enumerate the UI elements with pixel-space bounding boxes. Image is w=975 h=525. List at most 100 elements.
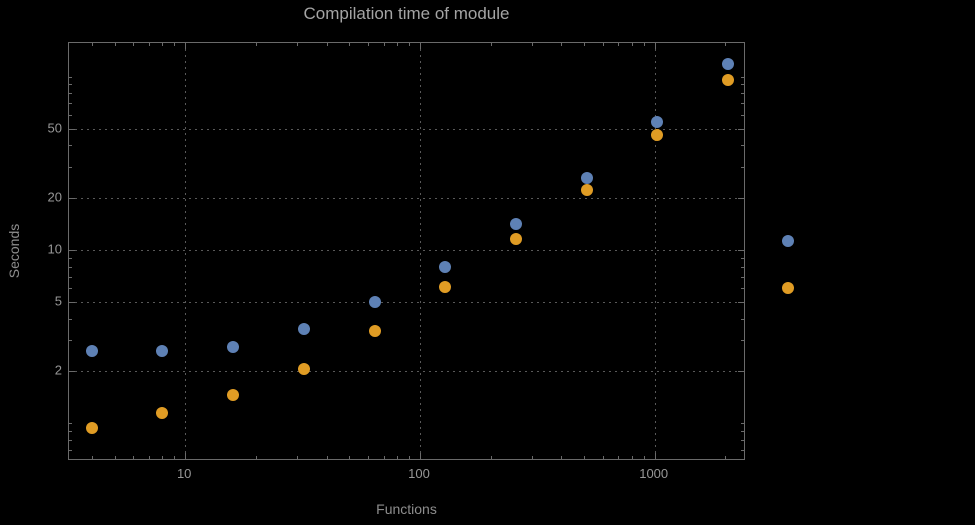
tick-right-minor-4 [741,318,744,320]
tick-bottom-minor-90 [409,456,411,459]
tick-left-minor-7 [69,276,72,278]
legend-marker-series-1 [782,235,794,247]
tick-left-minor-3 [69,340,72,342]
data-point-series-1 [156,345,169,358]
tick-right-minor-6 [741,288,744,290]
data-point-series-2 [297,363,310,375]
data-point-series-1 [368,295,381,308]
tick-right-20 [738,197,744,199]
tick-top-minor-20 [255,43,257,46]
tick-right-minor-0.7000000000000001 [741,449,744,451]
tick-top-minor-900 [644,43,645,46]
tick-top-100 [420,43,421,49]
tick-top-minor-80 [397,43,399,46]
data-point-series-1 [651,115,664,128]
data-point-series-2 [156,407,169,420]
tick-left-minor-1 [69,423,72,424]
tick-bottom-100 [420,453,421,459]
tick-right-minor-0.8 [741,439,744,441]
tick-bottom-minor-9 [174,456,176,459]
tick-right-50 [738,128,744,130]
data-point-series-2 [368,324,381,337]
tick-left-minor-0.8 [69,439,72,441]
tick-left-minor-9 [69,257,72,259]
tick-left-20 [69,197,75,199]
tick-top-minor-600 [602,43,604,46]
data-point-series-2 [721,74,734,87]
tick-right-minor-100 [741,76,744,78]
tick-right-minor-30 [741,167,744,169]
data-point-series-1 [227,340,240,353]
tick-top-minor-700 [618,43,620,46]
tick-top-minor-800 [632,43,633,46]
gridline-y-50 [69,128,744,130]
data-point-series-2 [580,184,593,197]
tick-bottom-minor-700 [618,456,620,459]
tick-top-minor-8 [162,43,164,46]
tick-right-10 [738,249,744,251]
tick-top-minor-300 [532,43,533,46]
tick-bottom-minor-400 [561,456,563,459]
tick-left-minor-80 [69,93,72,95]
tick-bottom-minor-2000 [725,456,727,459]
tick-right-minor-8 [741,266,744,268]
tick-top-minor-40 [326,43,328,46]
tick-right-minor-80 [741,93,744,95]
tick-left-minor-100 [69,76,72,78]
tick-bottom-minor-50 [349,456,351,459]
tick-left-minor-60 [69,114,72,116]
x-tick-label-10: 10 [176,466,192,481]
tick-top-minor-90 [409,43,411,46]
tick-top-minor-7 [148,43,150,46]
tick-right-minor-3 [741,340,744,342]
tick-bottom-minor-80 [397,456,399,459]
data-point-series-2 [509,233,522,246]
gridline-x-10 [185,43,187,459]
tick-right-5 [738,301,744,303]
tick-bottom-minor-200 [490,456,492,459]
tick-left-minor-90 [69,84,72,86]
tick-left-minor-0.7000000000000001 [69,449,72,451]
tick-left-10 [69,249,75,251]
tick-top-minor-6 [133,43,135,46]
tick-top-minor-30 [297,43,299,46]
data-point-series-2 [651,128,664,141]
tick-left-minor-0.9 [69,431,72,432]
tick-top-minor-2000 [725,43,727,46]
tick-right-minor-7 [741,276,744,278]
tick-bottom-minor-4 [91,456,93,459]
tick-bottom-10 [185,453,187,459]
gridline-y-5 [69,301,744,303]
tick-left-minor-4 [69,318,72,320]
tick-left-5 [69,301,75,303]
tick-left-50 [69,128,75,130]
tick-bottom-minor-900 [644,456,645,459]
tick-top-minor-60 [367,43,369,46]
tick-bottom-minor-7 [148,456,150,459]
tick-top-minor-5 [114,43,116,46]
tick-left-minor-30 [69,167,72,169]
tick-top-minor-50 [349,43,351,46]
data-point-series-2 [85,421,98,434]
gridline-y-2 [69,370,744,372]
tick-right-minor-70 [741,103,744,105]
tick-bottom-minor-300 [532,456,533,459]
data-point-series-1 [297,322,310,335]
tick-top-minor-4 [91,43,93,46]
tick-bottom-minor-40 [326,456,328,459]
tick-top-minor-70 [383,43,385,46]
tick-left-minor-40 [69,145,72,147]
plot-area [68,42,745,460]
tick-bottom-minor-500 [584,456,586,459]
tick-bottom-minor-70 [383,456,385,459]
tick-top-minor-400 [561,43,563,46]
tick-left-minor-70 [69,103,72,105]
tick-bottom-minor-30 [297,456,299,459]
tick-right-minor-90 [741,84,744,86]
y-tick-label-20: 20 [47,189,62,205]
tick-right-minor-60 [741,114,744,116]
tick-bottom-minor-8 [162,456,164,459]
tick-top-1000 [654,43,656,49]
x-tick-label-1000: 1000 [639,466,669,481]
